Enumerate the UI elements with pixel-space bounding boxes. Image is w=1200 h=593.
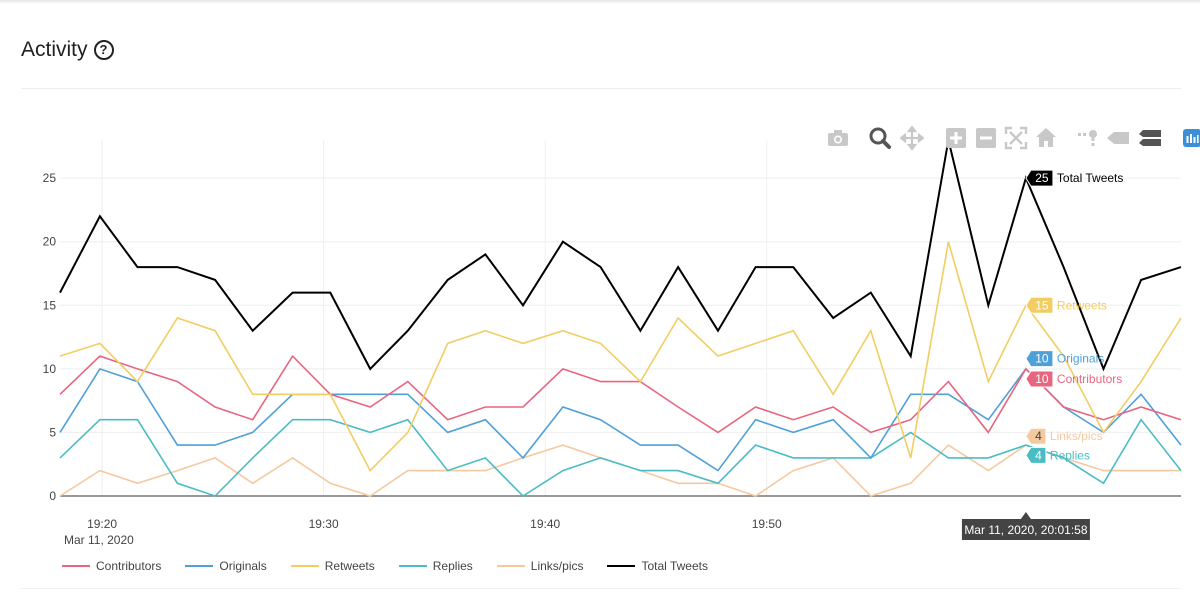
hover-label-value: 10 <box>1035 372 1049 386</box>
series-line-total-tweets[interactable] <box>59 139 1182 372</box>
series-line-replies[interactable] <box>59 418 1182 498</box>
legend-item-retweets[interactable]: Retweets <box>290 559 375 573</box>
hover-label-contributors: 10 Contributors <box>1025 370 1122 388</box>
hover-label-box <box>1025 296 1054 314</box>
y-tick-label: 5 <box>49 425 56 439</box>
hover-label-value: 10 <box>1035 352 1049 366</box>
hover-label-value: 4 <box>1035 448 1042 462</box>
hover-label-originals: 10 Originals <box>1025 350 1104 368</box>
series-line-originals[interactable] <box>59 367 1182 472</box>
y-tick-label: 0 <box>49 489 56 503</box>
hover-label-box <box>1025 427 1047 445</box>
top-shadow <box>0 0 1200 4</box>
hover-label-name: Originals <box>1057 352 1104 366</box>
x-date-label: Mar 11, 2020 <box>64 533 134 547</box>
header-divider <box>21 88 1181 89</box>
hover-label-box <box>1025 169 1054 187</box>
hover-label-name: Links/pics <box>1050 429 1103 443</box>
legend-item-total-tweets[interactable]: Total Tweets <box>607 559 708 573</box>
legend-swatch <box>62 565 90 567</box>
grid <box>60 140 1181 496</box>
legend-label: Originals <box>219 559 267 573</box>
plotly-logo-icon[interactable] <box>1180 126 1200 150</box>
hover-label-name: Replies <box>1050 448 1090 462</box>
hover-x-label: Mar 11, 2020, 20:01:58 <box>961 512 1090 540</box>
legend-swatch <box>185 565 214 567</box>
pan-icon[interactable] <box>900 126 924 150</box>
legend-swatch <box>607 565 636 567</box>
legend-swatch <box>398 565 427 567</box>
hover-label-box <box>1025 446 1047 464</box>
x-tick-label: 19:50 <box>752 517 782 531</box>
x-tick-label: 19:30 <box>309 517 339 531</box>
y-tick-label: 20 <box>43 235 57 249</box>
hover-label-name: Retweets <box>1057 298 1107 312</box>
legend-label: Links/pics <box>530 559 584 573</box>
zoom-out-icon[interactable] <box>974 126 998 150</box>
series-line-links-pics[interactable] <box>59 444 1181 497</box>
hover-x-box <box>961 512 1090 540</box>
hover-label-replies: 4 Replies <box>1025 446 1090 464</box>
hover-closest-icon[interactable] <box>1106 126 1130 150</box>
legend-label: Replies <box>432 559 473 573</box>
legend-label: Total Tweets <box>641 559 708 573</box>
page-title: Activity <box>21 38 88 61</box>
series-line-retweets[interactable] <box>59 241 1182 472</box>
hover-label-value: 25 <box>1035 171 1049 185</box>
x-tick-label: 19:20 <box>87 517 117 531</box>
legend-label: Contributors <box>96 559 162 573</box>
y-tick-label: 10 <box>43 362 57 376</box>
hover-label-value: 15 <box>1035 298 1049 312</box>
hover-label-total-tweets: 25 Total Tweets <box>1025 169 1123 187</box>
zoom-icon[interactable] <box>868 126 892 150</box>
hover-label-retweets: 15 Retweets <box>1025 296 1107 314</box>
legend-item-originals[interactable]: Originals <box>185 559 267 573</box>
hover-x-text: Mar 11, 2020, 20:01:58 <box>964 523 1088 537</box>
camera-icon[interactable] <box>826 126 850 150</box>
hover-label-box <box>1025 370 1054 388</box>
hover-label-name: Contributors <box>1057 372 1122 386</box>
hover-label-name: Total Tweets <box>1057 171 1123 185</box>
y-tick-label: 15 <box>43 298 57 312</box>
hover-label-value: 4 <box>1035 429 1042 443</box>
chart-legend: Contributors Originals Retweets Replies Link… <box>62 556 708 576</box>
bottom-divider <box>21 588 1181 589</box>
reset-axes-icon[interactable] <box>1034 126 1058 150</box>
series-line-contributors[interactable] <box>59 354 1182 434</box>
activity-header: Activity ? <box>21 34 114 66</box>
hover-label-box <box>1025 350 1054 368</box>
x-tick-label: 19:40 <box>530 517 560 531</box>
legend-item-contributors[interactable]: Contributors <box>62 559 161 573</box>
hover-compare-icon[interactable] <box>1138 126 1162 150</box>
hover-label-links-pics: 4 Links/pics <box>1025 427 1103 445</box>
legend-swatch <box>290 565 319 567</box>
legend-label: Retweets <box>324 559 375 573</box>
autoscale-icon[interactable] <box>1004 126 1028 150</box>
help-icon[interactable]: ? <box>93 40 114 60</box>
legend-swatch <box>496 565 525 567</box>
zoom-in-icon[interactable] <box>944 126 968 150</box>
legend-item-links-pics[interactable]: Links/pics <box>496 559 584 573</box>
legend-item-replies[interactable]: Replies <box>398 559 473 573</box>
modebar <box>820 126 1200 150</box>
y-tick-label: 25 <box>43 171 57 185</box>
spike-lines-icon[interactable] <box>1076 126 1100 150</box>
